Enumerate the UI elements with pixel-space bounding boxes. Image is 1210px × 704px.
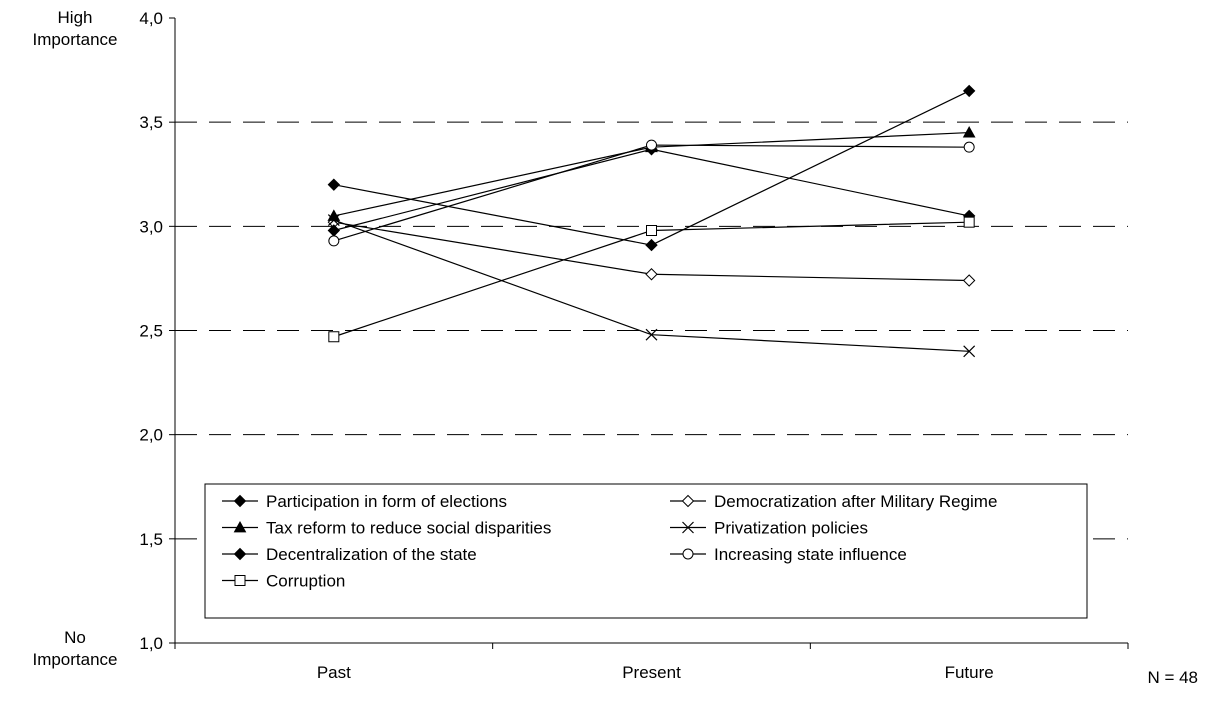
y-bottom-label: No Importance [32,628,117,669]
legend-label: Democratization after Military Regime [714,492,997,511]
y-top-label-line: High [58,8,93,27]
series-group [327,143,976,237]
y-bottom-label-line: Importance [32,650,117,669]
marker-triangle [233,520,247,533]
legend-item: Tax reform to reduce social disparities [222,519,551,538]
marker-diamond-filled [327,178,341,191]
legend-item: Participation in form of elections [222,492,507,511]
x-tick-label: Future [945,663,994,682]
legend-label: Privatization policies [714,519,868,538]
marker-square-open [234,575,246,586]
series-line [333,90,970,246]
legend-label: Corruption [266,572,345,591]
marker-diamond-filled [962,84,976,98]
gridlines [175,121,1128,540]
legend-item: Corruption [222,572,345,591]
y-tick-label: 2,5 [139,322,163,341]
legend-label: Participation in form of elections [266,492,507,511]
legend-item: Decentralization of the state [222,545,477,564]
y-tick-label: 3,5 [139,113,163,132]
series-group [327,214,976,358]
legend-box [204,483,1088,619]
marker-triangle [962,126,976,138]
y-tick-label: 1,0 [139,634,163,653]
series-line [333,148,970,232]
marker-x [327,214,340,227]
series-group [328,216,975,343]
marker-square-open [328,331,340,343]
sample-size-note: N = 48 [1147,668,1198,687]
legend-label: Tax reform to reduce social disparities [266,519,551,538]
y-tick-label: 1,5 [139,530,163,549]
y-top-label: High Importance [32,8,117,49]
marker-x [645,328,658,341]
legend-label: Increasing state influence [714,545,907,564]
series-lines [327,84,976,358]
y-tick-labels: 1,0 1,5 2,0 2,5 3,0 3,5 4,0 [139,9,163,653]
marker-diamond-open [681,494,695,508]
axes [169,17,1129,649]
marker-diamond-open [962,274,976,287]
legend-item: Privatization policies [670,519,868,538]
marker-square-open [646,225,657,236]
x-tick-labels: Past Present Future [317,663,994,682]
y-tick-label: 3,0 [139,217,163,236]
y-tick-label: 2,0 [139,426,163,445]
marker-x [963,345,976,358]
legend: Participation in form of elections Democr… [204,483,1088,619]
legend-item: Democratization after Military Regime [670,492,997,511]
y-bottom-label-line: No [64,628,86,647]
marker-diamond-filled [233,547,247,561]
marker-circle-open [682,548,694,560]
marker-circle-open [963,141,975,153]
legend-label: Decentralization of the state [266,545,477,564]
marker-diamond-filled [233,494,247,508]
y-top-label-line: Importance [32,30,117,49]
y-tick-label: 4,0 [139,9,163,28]
marker-circle-open [328,235,340,247]
marker-square-open [963,216,975,228]
marker-diamond-open [645,268,658,281]
legend-item: Increasing state influence [670,545,907,564]
series-group [328,139,975,247]
series-group [327,84,976,252]
x-tick-label: Present [622,663,681,682]
y-axis-end-labels: High Importance No Importance [32,8,117,669]
x-tick-label: Past [317,663,351,682]
marker-circle-open [646,139,657,151]
marker-diamond-filled [645,238,658,252]
marker-x [682,521,694,534]
